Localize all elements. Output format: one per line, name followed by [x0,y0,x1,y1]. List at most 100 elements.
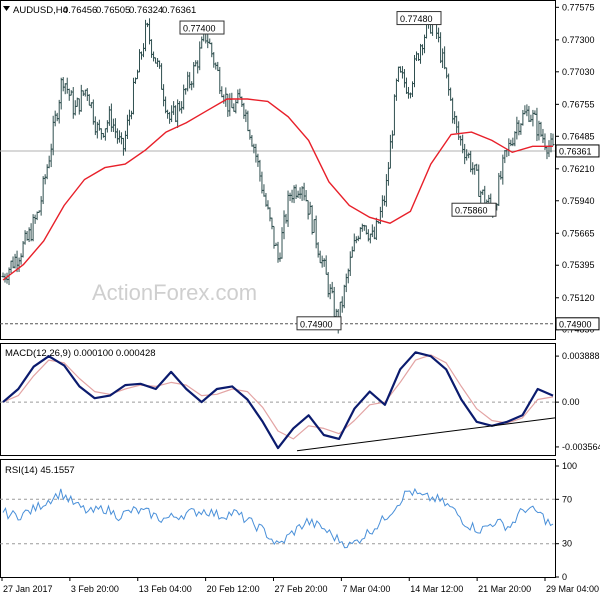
ohlc-bar [400,66,404,79]
ohlc-bar [447,73,451,96]
ohlc-bar [388,134,392,169]
ohlc-bar [212,52,216,68]
ohlc-bar [11,256,15,269]
price-series: 0.77400 0.77480 0.75860 0.74900 [0,11,555,334]
time-tick-label: 21 Mar 20:00 [478,584,531,594]
annotation-label: 0.77480 [400,14,433,24]
time-tick-label: 13 Feb 04:00 [139,584,192,594]
ohlc-bar [501,154,505,185]
ohlc-bar [394,78,398,101]
ohlc-bar [57,99,61,124]
ohlc-open: 0.76456 [63,5,97,16]
ohlc-bar [29,223,33,242]
ohlc-bar [254,143,258,163]
ohlc-bar [164,96,168,114]
ohlc-bar [324,255,328,275]
rsi-tick-label: 30 [562,539,572,549]
support-price-tag-text: 0.74900 [559,319,592,329]
ohlc-bar [150,39,154,58]
ohlc-bar [421,44,425,56]
ohlc-bar [77,98,81,115]
ohlc-bar [322,258,326,267]
ohlc-bar [358,227,362,240]
ohlc-bar [129,110,133,120]
ohlc-bar [449,87,453,101]
ohlc-bar [499,170,503,180]
macd-tick-label: 0.00 [562,397,580,407]
ohlc-bar [230,92,234,109]
ohlc-bar [142,43,146,58]
ohlc-bar [487,194,491,204]
ohlc-bar [404,77,408,94]
ohlc-bar [294,184,298,200]
ohlc-bar [302,182,306,201]
ohlc-bar [402,69,406,88]
ohlc-bar [168,111,172,124]
ohlc-bar [320,255,324,268]
ohlc-bar [280,227,284,259]
ohlc-bar [65,77,69,94]
ohlc-bar [63,83,67,95]
ohlc-bar [443,46,447,70]
ohlc-bar [228,93,232,117]
ohlc-bar [101,132,105,138]
ohlc-bar [332,286,336,319]
rsi-title: RSI(14) 45.1557 [5,465,75,476]
ohlc-bar [352,233,356,252]
time-tick-label: 14 Mar 12:00 [410,584,463,594]
time-tick-label: 29 Mar 04:00 [546,584,599,594]
ohlc-bar [282,210,286,240]
ohlc-low: 0.76324 [129,5,163,16]
ohlc-bar [170,105,174,123]
price-annotation: 0.74900 [296,316,342,331]
ohlc-bar [415,51,419,62]
ohlc-bar [507,138,511,157]
price-tick-label: 0.76210 [562,164,595,174]
ohlc-bar [445,67,449,79]
ohlc-bar [160,63,164,90]
ohlc-bar [85,88,89,101]
ohlc-bar [439,32,443,64]
price-tick-label: 0.75665 [562,228,595,238]
ohlc-bar [41,176,45,205]
ohlc-bar [123,130,127,152]
ohlc-bar [248,129,252,140]
support-price-tag-box [555,317,600,331]
ohlc-bar [419,43,423,64]
ohlc-bar [344,273,348,293]
ohlc-bar [276,241,280,263]
ohlc-bar [547,140,551,158]
ohlc-bar [386,162,390,186]
rsi-tick-label: 0 [562,572,567,582]
ohlc-bar [182,84,186,110]
ohlc-bar [342,284,346,309]
ohlc-bar [471,162,475,175]
price-annotation: 0.77480 [396,11,442,26]
ohlc-close: 0.76361 [162,5,196,16]
ohlc-bar [172,101,176,115]
ohlc-bar [521,109,525,126]
ohlc-bar [250,135,254,147]
ohlc-bar [152,51,156,62]
ohlc-bar [312,219,316,234]
ohlc-bar [451,97,455,124]
rsi-tick-label: 100 [562,461,577,471]
dropdown-arrow-icon[interactable] [3,6,10,11]
ohlc-bar [539,121,543,137]
ohlc-bar [463,143,467,165]
ohlc-bar [513,131,517,147]
price-tick-label: 0.77575 [562,2,595,12]
annotation-label: 0.75860 [455,206,488,216]
ohlc-bar [9,260,13,273]
ohlc-bar [497,172,501,206]
ohlc-bar [515,116,519,140]
ohlc-bar [31,214,35,242]
ohlc-bar [23,230,27,245]
ohlc-bar [314,215,318,249]
annotation-box [451,202,497,217]
ohlc-bar [166,109,170,119]
ohlc-bar [244,109,248,123]
ohlc-bar [91,99,95,125]
ohlc-bar [79,84,83,112]
